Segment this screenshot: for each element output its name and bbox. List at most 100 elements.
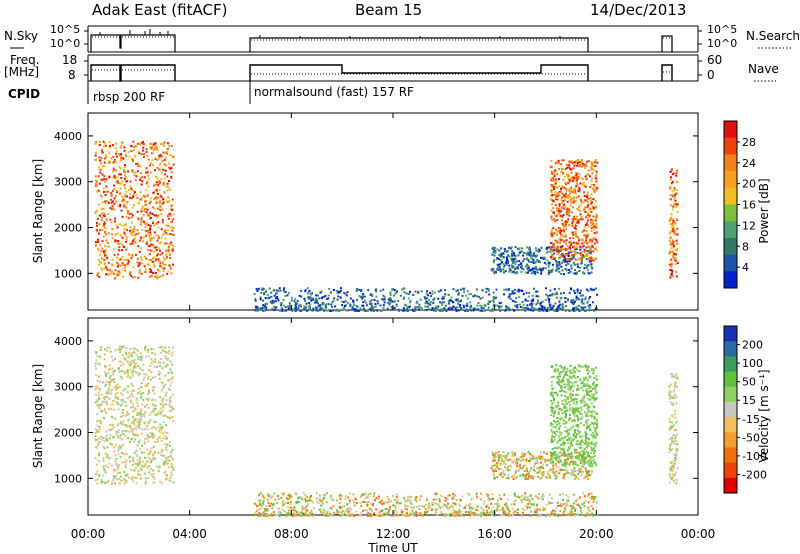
data-cell bbox=[564, 225, 567, 228]
data-cell bbox=[362, 295, 365, 298]
data-cell bbox=[495, 451, 498, 454]
data-cell bbox=[107, 458, 110, 461]
data-cell bbox=[550, 294, 553, 297]
data-cell bbox=[141, 444, 143, 447]
data-cell bbox=[418, 512, 421, 515]
data-cell bbox=[288, 496, 291, 499]
data-cell bbox=[139, 270, 142, 273]
data-cell bbox=[568, 189, 571, 192]
data-cell bbox=[100, 168, 103, 171]
data-cell bbox=[593, 184, 596, 187]
data-cell bbox=[164, 462, 167, 465]
data-cell bbox=[592, 198, 595, 201]
data-cell bbox=[172, 233, 175, 236]
data-cell bbox=[120, 141, 123, 144]
data-cell bbox=[152, 245, 155, 248]
data-cell bbox=[499, 254, 502, 257]
data-cell bbox=[675, 174, 678, 177]
data-cell bbox=[425, 499, 428, 502]
data-cell bbox=[270, 512, 273, 515]
data-cell bbox=[593, 228, 596, 231]
data-cell bbox=[130, 274, 133, 277]
data-cell bbox=[424, 511, 427, 514]
data-cell bbox=[561, 245, 564, 247]
data-cell bbox=[574, 272, 576, 275]
data-cell bbox=[136, 434, 139, 436]
data-cell bbox=[109, 218, 112, 221]
data-cell bbox=[168, 388, 171, 391]
data-cell bbox=[421, 514, 424, 517]
data-cell bbox=[168, 213, 171, 216]
data-cell bbox=[155, 146, 158, 149]
data-cell bbox=[498, 254, 501, 257]
data-cell bbox=[507, 289, 510, 292]
data-cell bbox=[429, 303, 432, 306]
data-cell bbox=[152, 145, 155, 148]
data-cell bbox=[526, 257, 528, 260]
data-cell bbox=[550, 228, 553, 231]
data-cell bbox=[314, 299, 317, 302]
data-cell bbox=[124, 479, 126, 481]
data-cell bbox=[161, 219, 164, 222]
data-cell bbox=[671, 226, 673, 229]
data-cell bbox=[145, 189, 148, 192]
data-cell bbox=[676, 249, 679, 252]
data-cell bbox=[530, 257, 533, 260]
data-cell bbox=[143, 176, 146, 179]
data-cell bbox=[587, 300, 590, 303]
data-cell bbox=[473, 513, 476, 516]
data-cell bbox=[113, 468, 115, 471]
data-cell bbox=[434, 502, 437, 505]
data-cell bbox=[553, 252, 556, 255]
data-cell bbox=[148, 414, 151, 417]
data-cell bbox=[103, 267, 106, 270]
data-cell bbox=[426, 294, 429, 297]
data-cell bbox=[580, 202, 583, 205]
data-cell bbox=[154, 353, 157, 356]
data-cell bbox=[131, 253, 134, 256]
data-cell bbox=[262, 304, 265, 307]
data-cell bbox=[590, 287, 593, 290]
data-cell bbox=[154, 375, 157, 378]
data-cell bbox=[96, 224, 98, 227]
data-cell bbox=[569, 204, 572, 207]
data-cell bbox=[590, 168, 593, 171]
data-cell bbox=[560, 209, 563, 212]
data-cell bbox=[489, 499, 492, 502]
data-cell bbox=[500, 247, 503, 250]
data-cell bbox=[143, 210, 146, 213]
data-cell bbox=[168, 180, 170, 182]
data-cell bbox=[138, 367, 141, 370]
data-cell bbox=[567, 210, 570, 213]
data-cell bbox=[581, 165, 583, 168]
data-cell bbox=[538, 267, 541, 270]
data-cell bbox=[136, 170, 139, 173]
data-cell bbox=[423, 505, 426, 508]
data-cell bbox=[127, 355, 130, 358]
data-cell bbox=[568, 180, 570, 183]
data-cell bbox=[556, 241, 559, 244]
data-cell bbox=[549, 493, 551, 496]
data-cell bbox=[499, 309, 501, 312]
data-cell bbox=[114, 397, 117, 400]
data-cell bbox=[346, 507, 349, 510]
data-cell bbox=[575, 306, 578, 309]
data-cell bbox=[501, 261, 503, 264]
data-cell bbox=[477, 308, 480, 311]
data-cell bbox=[566, 208, 569, 211]
data-cell bbox=[458, 508, 461, 511]
data-cell bbox=[507, 469, 510, 472]
data-cell bbox=[120, 144, 123, 147]
data-cell bbox=[96, 217, 99, 220]
data-cell bbox=[146, 180, 149, 183]
data-cell bbox=[149, 419, 152, 422]
data-cell bbox=[454, 512, 456, 515]
data-cell bbox=[165, 424, 168, 427]
data-cell bbox=[133, 234, 136, 237]
data-cell bbox=[266, 297, 269, 300]
data-cell bbox=[128, 430, 131, 433]
data-cell bbox=[341, 300, 344, 303]
data-cell bbox=[167, 217, 170, 220]
data-cell bbox=[159, 431, 162, 434]
data-cell bbox=[265, 308, 267, 311]
